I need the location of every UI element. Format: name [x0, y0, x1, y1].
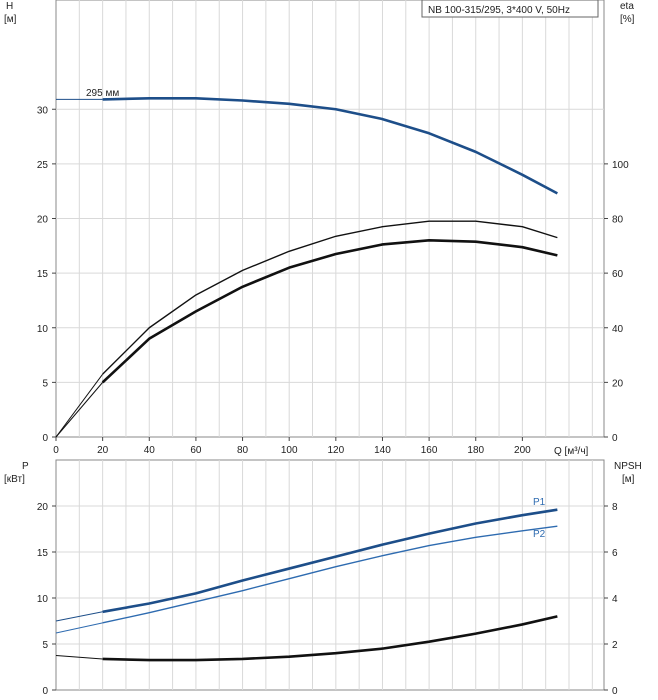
- y-left-tick-label: 0: [42, 433, 48, 444]
- series-eta2-line: [102, 220, 558, 375]
- y-left-axis-name-top: H: [6, 1, 13, 12]
- y-right-tick-label: 20: [612, 378, 624, 389]
- y-left-tick-label: 5: [42, 378, 48, 389]
- y-right-axis-name-bottom: NPSH: [614, 461, 642, 472]
- y-right-axis-unit-top: [%]: [620, 14, 635, 25]
- series-h-line: [102, 97, 558, 195]
- series-p1-line: [102, 508, 558, 614]
- y-right-tick-label: 6: [612, 548, 618, 559]
- x-tick-label: 140: [374, 445, 391, 456]
- x-tick-label: 180: [467, 445, 484, 456]
- x-tick-label: 0: [53, 445, 59, 456]
- curve-label-p2: P2: [533, 529, 546, 540]
- y-right-tick-label: 8: [612, 502, 618, 513]
- y-right-axis-unit-bottom: [м]: [622, 474, 635, 485]
- y-left-tick-label: 10: [37, 594, 49, 605]
- grid-bottom: [56, 460, 604, 690]
- plot-area-bottom: [55, 459, 605, 691]
- y-right-tick-label: 0: [612, 433, 618, 444]
- head-efficiency-panel: 0 5 10 15 20 25 30 0 20 40 60 80 100 0 20 40 60 80 100 12…: [4, 0, 635, 457]
- series-p2-extension: [55, 622, 103, 634]
- x-tick-label: 60: [190, 445, 202, 456]
- curve-label-p1: P1: [533, 497, 546, 508]
- title-box: [421, 0, 599, 18]
- y-left-tick-label: 10: [37, 324, 49, 335]
- y-left-ticks-bottom: 0 5 10 15 20: [37, 502, 56, 697]
- x-tick-label: 160: [421, 445, 438, 456]
- x-ticks: 0 20 40 60 80 100 120 140 160 180 200: [53, 437, 531, 456]
- chart-title: NB 100-315/295, 3*400 V, 50Hz: [428, 5, 570, 16]
- series-npsh-line: [102, 615, 558, 662]
- y-right-tick-label: 60: [612, 269, 624, 280]
- y-left-tick-label: 25: [37, 160, 49, 171]
- y-right-tick-label: 100: [612, 160, 629, 171]
- y-right-tick-label: 40: [612, 324, 624, 335]
- curve-label-295: 295 мм: [86, 88, 119, 99]
- y-left-tick-label: 15: [37, 269, 49, 280]
- y-right-ticks-top: 0 20 40 60 80 100: [604, 160, 629, 444]
- power-npsh-panel: 0 5 10 15 20 0 2 4 6 8 P [кВт] NPSH [м] P1 P2: [4, 459, 642, 697]
- y-left-tick-label: 20: [37, 215, 49, 226]
- x-tick-label: 20: [97, 445, 109, 456]
- y-right-axis-name-top: eta: [620, 1, 634, 12]
- x-tick-label: 100: [281, 445, 298, 456]
- y-right-ticks-bottom: 0 2 4 6 8: [604, 502, 618, 697]
- series-eta-line: [101, 239, 558, 384]
- y-left-axis-unit-bottom: [кВт]: [4, 474, 25, 485]
- y-right-tick-label: 0: [612, 686, 618, 697]
- y-right-tick-label: 4: [612, 594, 618, 605]
- y-left-tick-label: 15: [37, 548, 49, 559]
- x-tick-label: 40: [144, 445, 156, 456]
- y-left-tick-label: 5: [42, 640, 48, 651]
- y-right-tick-label: 2: [612, 640, 618, 651]
- y-left-tick-label: 30: [37, 105, 49, 116]
- series-p2-line: [102, 525, 558, 624]
- x-tick-label: 80: [237, 445, 249, 456]
- y-left-ticks-top: 0 5 10 15 20 25 30: [37, 105, 56, 444]
- series-eta-extension: [55, 382, 104, 438]
- y-left-tick-label: 20: [37, 502, 49, 513]
- x-tick-label: 120: [327, 445, 344, 456]
- y-left-axis-name-bottom: P: [22, 461, 29, 472]
- y-left-tick-label: 0: [42, 686, 48, 697]
- series-bottom: [55, 508, 558, 662]
- series-top: [55, 97, 558, 438]
- series-eta2-extension: [55, 373, 104, 438]
- x-tick-label: 200: [514, 445, 531, 456]
- series-npsh-extension: [55, 655, 103, 660]
- series-p1-extension: [55, 611, 103, 622]
- y-left-axis-unit-top: [м]: [4, 14, 17, 25]
- x-axis-label: Q [м³/ч]: [554, 446, 589, 457]
- grid-top: [56, 0, 604, 437]
- y-right-tick-label: 80: [612, 215, 624, 226]
